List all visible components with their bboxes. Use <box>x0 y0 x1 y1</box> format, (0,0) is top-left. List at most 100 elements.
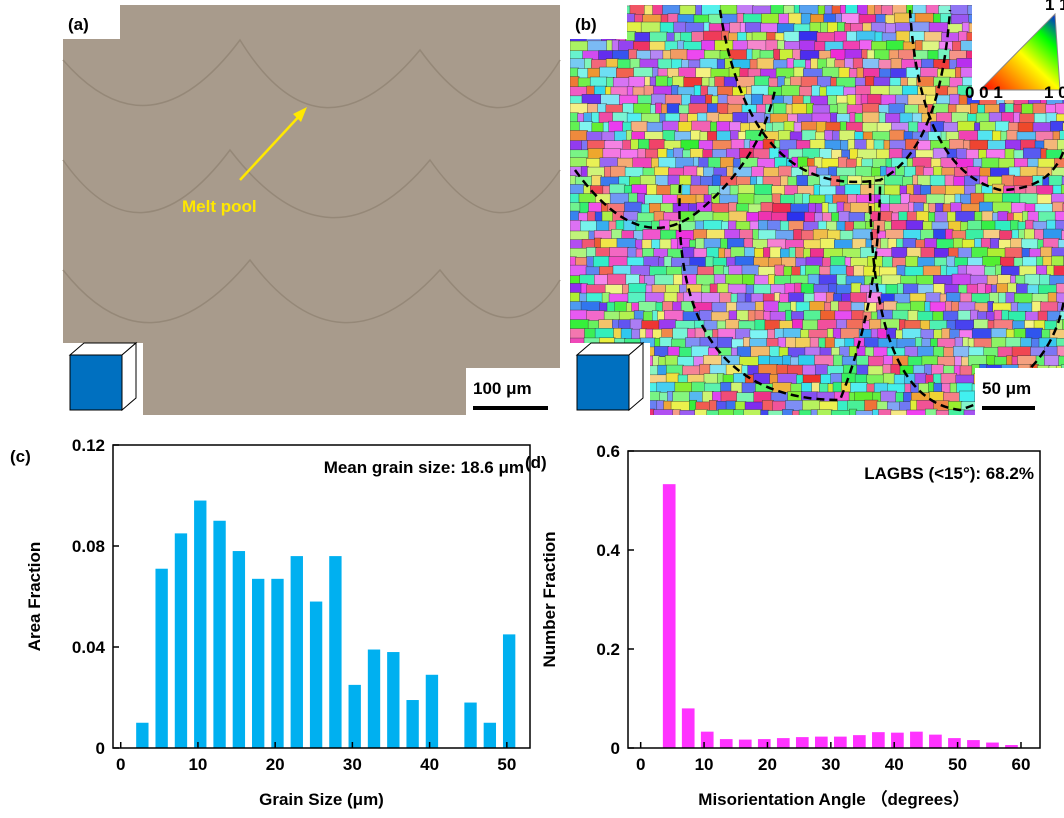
bar <box>484 723 496 748</box>
annotation: Melt pool <box>182 197 257 216</box>
grain <box>592 175 602 186</box>
x-tick-label: 30 <box>343 755 362 774</box>
bar <box>891 733 904 748</box>
grain <box>874 140 885 150</box>
grain <box>908 122 919 133</box>
grain <box>838 401 849 411</box>
grain <box>924 32 942 42</box>
grain <box>700 176 713 186</box>
grain <box>860 185 875 196</box>
x-tick-label: 10 <box>695 755 714 774</box>
cube-icon <box>63 343 143 415</box>
grain <box>570 283 582 293</box>
scale-label: 100 μm <box>473 379 532 398</box>
bar <box>815 737 828 748</box>
grain <box>792 104 807 114</box>
grain <box>717 59 726 70</box>
scale-label: 50 μm <box>982 379 1031 398</box>
grain <box>680 410 696 421</box>
grain <box>1054 266 1064 277</box>
grain <box>795 247 804 257</box>
grain <box>881 238 889 249</box>
grain <box>840 231 854 241</box>
grain <box>856 411 874 424</box>
grain <box>1023 257 1038 267</box>
grain <box>803 320 819 331</box>
grain <box>695 409 708 425</box>
grain <box>961 67 974 77</box>
x-tick-label: 60 <box>1012 755 1031 774</box>
grain <box>949 410 965 426</box>
grain <box>734 410 745 426</box>
grain <box>853 58 864 68</box>
bar <box>834 737 847 748</box>
grain <box>701 40 715 50</box>
grain <box>833 355 843 366</box>
x-tick-label: 40 <box>885 755 904 774</box>
y-tick-label: 0.08 <box>72 537 105 556</box>
grain <box>623 103 635 113</box>
grain <box>653 5 664 15</box>
bar <box>349 685 361 748</box>
x-tick-label: 40 <box>420 755 439 774</box>
bar <box>155 569 167 748</box>
bar <box>194 501 206 748</box>
grain <box>994 310 1003 321</box>
grain <box>664 256 672 266</box>
grain <box>998 347 1013 357</box>
grain <box>923 266 942 276</box>
x-tick-label: 0 <box>636 755 645 774</box>
bar <box>213 521 225 748</box>
grain <box>801 284 815 294</box>
grain <box>699 158 709 169</box>
grain <box>886 41 904 51</box>
grain <box>709 400 717 410</box>
grain <box>693 229 707 239</box>
x-tick-label: 20 <box>758 755 777 774</box>
grain <box>855 113 863 123</box>
grain <box>929 23 949 33</box>
bar <box>758 739 771 748</box>
bar <box>426 675 438 748</box>
bar <box>291 556 303 748</box>
grain <box>593 256 610 268</box>
grain <box>826 86 844 96</box>
grain <box>655 275 675 285</box>
grain <box>936 410 949 420</box>
y-tick-label: 0 <box>96 739 105 758</box>
grain <box>1018 123 1034 133</box>
grain <box>862 112 880 124</box>
bar <box>252 579 264 748</box>
y-axis-label: Area Fraction <box>25 542 44 652</box>
annotation: Mean grain size: 18.6 μm <box>324 458 524 477</box>
y-tick-label: 0.4 <box>596 541 620 560</box>
y-tick-label: 0 <box>611 739 620 758</box>
panel-label: (c) <box>10 447 31 466</box>
grain <box>978 283 987 293</box>
plot-frame <box>628 451 1040 748</box>
grain <box>737 310 749 320</box>
grain <box>822 67 840 77</box>
y-axis-label: Number Fraction <box>540 531 559 667</box>
grain <box>878 409 891 425</box>
bar <box>872 732 885 748</box>
grain <box>831 410 850 424</box>
grain <box>1050 121 1063 132</box>
grain <box>815 365 828 375</box>
bar <box>701 732 714 748</box>
x-tick-label: 50 <box>948 755 967 774</box>
x-axis-label: Grain Size (μm) <box>259 790 384 809</box>
grain <box>905 256 918 266</box>
ipf-label: 1 1 1 <box>1045 0 1064 14</box>
bar <box>929 735 942 748</box>
grain <box>902 329 922 339</box>
grain <box>631 121 648 131</box>
panel-label: (d) <box>525 453 547 472</box>
grain <box>799 410 812 421</box>
grain <box>810 301 826 311</box>
ipf-label: 0 0 1 <box>965 83 1003 102</box>
grain <box>896 392 905 402</box>
bar <box>271 579 283 748</box>
grain <box>793 229 802 240</box>
